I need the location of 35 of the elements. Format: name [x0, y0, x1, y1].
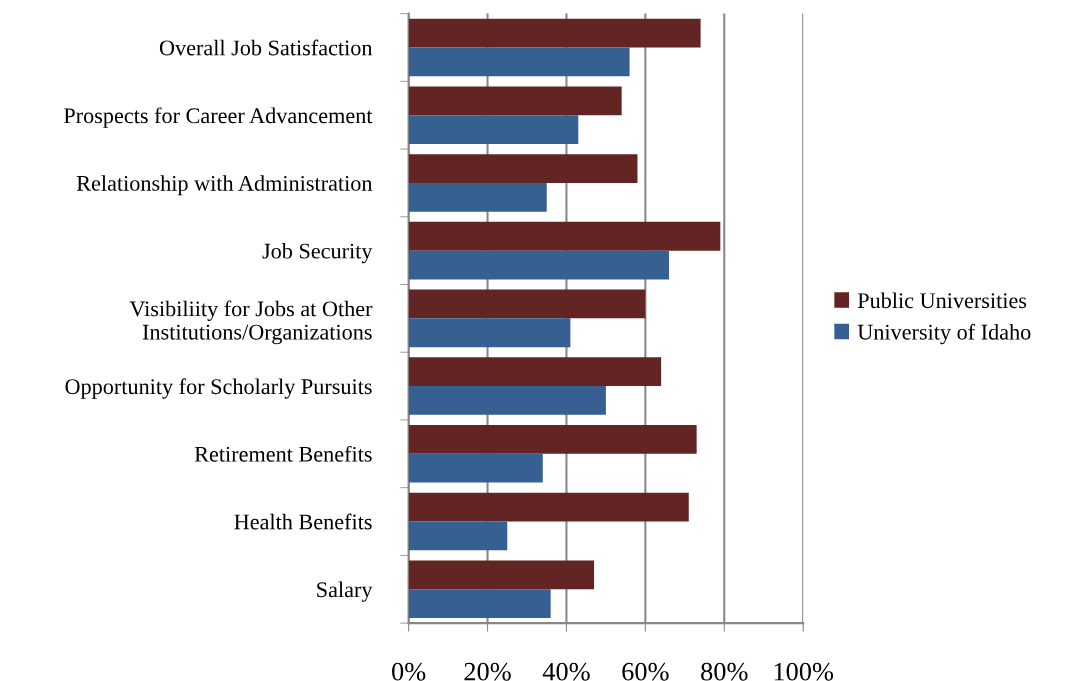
bar — [408, 221, 721, 251]
bar — [408, 453, 543, 483]
bar — [408, 386, 606, 415]
bar — [408, 154, 638, 183]
x-tick-label: 60% — [622, 662, 669, 681]
x-tick-label: 20% — [464, 662, 511, 681]
bar — [408, 86, 622, 116]
y-tick-label: Salary — [317, 581, 373, 602]
bar — [408, 560, 595, 590]
x-tick-label: 80% — [701, 662, 748, 681]
x-tick-label: 0% — [392, 662, 426, 681]
bar — [408, 425, 697, 454]
y-tick-label: Job Security — [262, 242, 373, 264]
legend-label: Public Universities — [857, 292, 1027, 309]
bar — [408, 318, 571, 348]
y-tick-label: Overall Job Satisfaction — [159, 39, 373, 56]
bar — [408, 289, 646, 319]
legend-label: University of Idaho — [857, 323, 1031, 345]
x-tick-label: 100% — [774, 662, 834, 681]
bar — [408, 115, 579, 144]
y-tick-label: Opportunity for Scholarly Pursuits — [65, 378, 372, 399]
x-tick-label: 40% — [542, 662, 590, 681]
bar — [408, 47, 630, 77]
bar — [408, 250, 670, 280]
y-tick-label: Retirement Benefits — [194, 445, 372, 462]
y-tick-label: Relationship with Administration — [76, 175, 373, 196]
y-tick-label: Prospects for Career Advancement — [63, 107, 373, 128]
bar — [408, 18, 701, 48]
bar — [408, 492, 689, 522]
bar — [408, 589, 551, 619]
y-tick-label: Health Benefits — [234, 513, 372, 530]
bar — [408, 182, 547, 212]
bar — [408, 521, 508, 551]
bar — [408, 357, 662, 387]
y-tick-label: Visibiliity for Jobs at Other Institutions/Organizations — [129, 300, 373, 345]
